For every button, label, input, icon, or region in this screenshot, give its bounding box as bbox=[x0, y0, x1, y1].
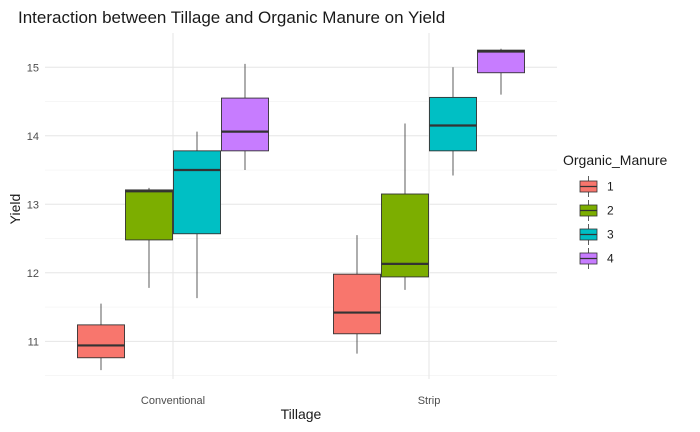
chart-title: Interaction between Tillage and Organic … bbox=[18, 8, 445, 27]
y-tick-label: 12 bbox=[27, 268, 39, 280]
box-series-1 bbox=[333, 235, 381, 354]
box-series-2 bbox=[381, 123, 429, 290]
legend-item-4: 4 bbox=[579, 248, 614, 269]
x-tick-label: Conventional bbox=[141, 395, 205, 407]
y-tick-label: 15 bbox=[27, 62, 39, 74]
legend-item-2: 2 bbox=[579, 200, 614, 221]
y-tick-label: 11 bbox=[28, 336, 39, 348]
legend: Organic_Manure 1 2 3 4 bbox=[563, 152, 667, 269]
legend-label: 1 bbox=[607, 180, 614, 194]
box-series-1 bbox=[77, 303, 125, 371]
x-axis-ticks: Conventional Strip bbox=[141, 395, 440, 407]
box-series-2 bbox=[125, 187, 173, 288]
y-tick-label: 13 bbox=[27, 199, 39, 211]
box-series-4 bbox=[477, 48, 525, 95]
box-iqr bbox=[77, 324, 125, 359]
box-layer bbox=[77, 48, 525, 371]
legend-title: Organic_Manure bbox=[563, 152, 667, 168]
legend-items: 1 2 3 4 bbox=[579, 176, 614, 269]
box-series-3 bbox=[173, 131, 221, 299]
legend-item-1: 1 bbox=[579, 176, 614, 197]
box-iqr bbox=[429, 96, 477, 152]
y-axis-title: Yield bbox=[7, 194, 23, 225]
x-axis-title: Tillage bbox=[281, 406, 322, 422]
box-iqr bbox=[333, 273, 381, 335]
grid-lines bbox=[45, 33, 557, 379]
y-axis-ticks: 11 12 13 14 15 bbox=[27, 62, 39, 348]
box-series-4 bbox=[221, 63, 269, 171]
x-tick-label: Strip bbox=[418, 395, 441, 407]
box-iqr bbox=[125, 189, 173, 241]
legend-label: 2 bbox=[607, 204, 614, 218]
legend-label: 4 bbox=[607, 252, 614, 266]
box-iqr bbox=[173, 150, 221, 235]
box-series-3 bbox=[429, 67, 477, 176]
box-iqr bbox=[221, 97, 269, 152]
y-tick-label: 14 bbox=[27, 131, 39, 143]
legend-item-3: 3 bbox=[579, 224, 614, 245]
legend-label: 3 bbox=[607, 228, 614, 242]
box-iqr bbox=[477, 49, 525, 74]
